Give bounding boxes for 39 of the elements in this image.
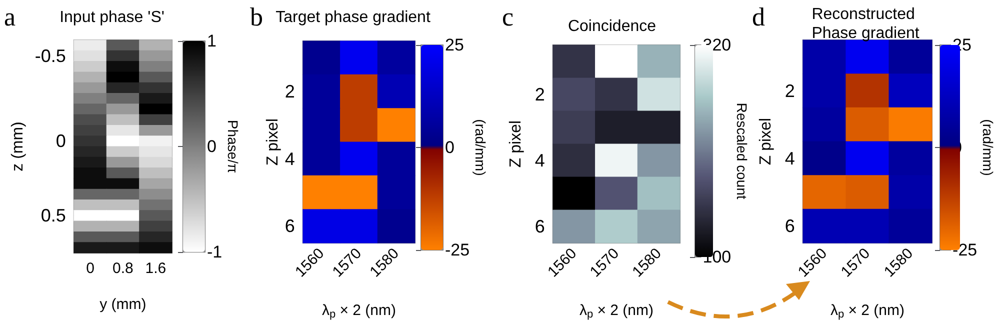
y-tick-label: 2 bbox=[784, 80, 795, 101]
color-bar-title: Rescaled count bbox=[734, 102, 750, 200]
color-bar-title: Phase/π bbox=[225, 120, 242, 174]
color-bar-label: -25 bbox=[445, 240, 470, 260]
chart-title: Coincidence bbox=[568, 18, 656, 35]
color-bar-title: (rad/mm) bbox=[980, 119, 996, 176]
text: b bbox=[250, 2, 263, 32]
x-tick-label: 1.6 bbox=[145, 260, 166, 277]
y-tick-label: -0.5 bbox=[34, 46, 66, 66]
color-bar-label: 0 bbox=[207, 137, 216, 156]
y-tick-label: 0.5 bbox=[40, 206, 66, 226]
y-tick-label: 4 bbox=[284, 148, 295, 169]
y-tick-label: 0 bbox=[56, 131, 66, 152]
chart-title: Input phase 'S' bbox=[60, 9, 164, 26]
color-bar-label: 1 bbox=[207, 32, 216, 50]
x-tick-label: 0.8 bbox=[112, 260, 134, 277]
text: c bbox=[502, 2, 514, 32]
text: d bbox=[752, 2, 765, 32]
chart-title: Target phase gradient bbox=[276, 9, 431, 26]
text: a bbox=[4, 2, 16, 32]
y-axis-title: Z pixel bbox=[758, 118, 774, 166]
y-axis-title: Z pixel bbox=[264, 118, 282, 166]
y-tick-label: 2 bbox=[534, 84, 545, 104]
x-tick-label: 0 bbox=[86, 260, 94, 277]
y-tick-label: 6 bbox=[534, 216, 545, 236]
color-bar-label: 25 bbox=[445, 36, 464, 54]
y-axis-title: Z pixel bbox=[508, 120, 524, 168]
color-bar-label: -25 bbox=[952, 240, 978, 260]
color-bar-title: (rad/mm) bbox=[472, 119, 488, 176]
x-axis-title: y (mm) bbox=[100, 296, 146, 313]
y-tick-label: 6 bbox=[284, 216, 295, 236]
y-axis-title: z (mm) bbox=[9, 122, 26, 172]
chart-title: Reconstructed Phase gradient bbox=[812, 6, 920, 42]
color-bar-label: -1 bbox=[207, 242, 222, 262]
y-tick-label: 4 bbox=[534, 150, 545, 170]
color-bar-label: 0 bbox=[445, 138, 454, 157]
y-tick-label: 6 bbox=[784, 216, 795, 236]
y-tick-label: 4 bbox=[784, 148, 795, 168]
y-tick-label: 2 bbox=[284, 82, 295, 102]
